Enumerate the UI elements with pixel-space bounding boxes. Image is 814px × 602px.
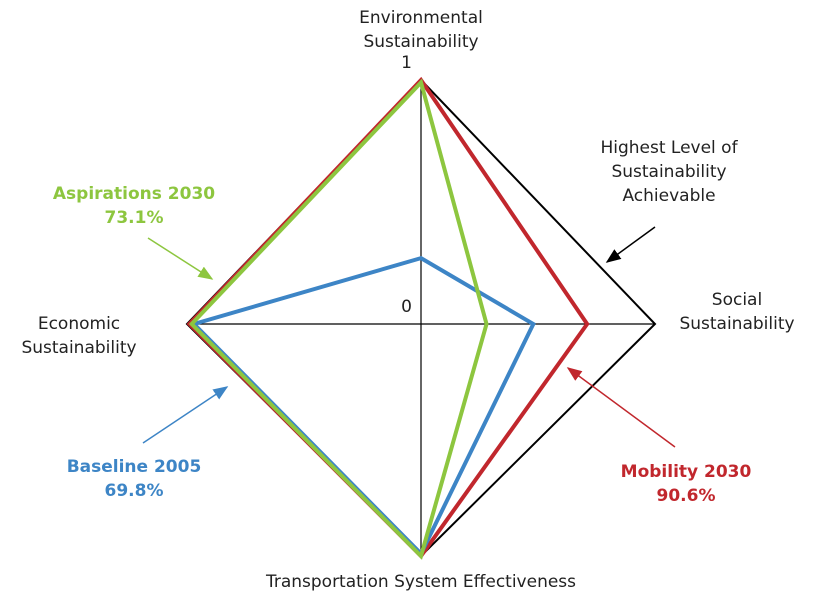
legend-label: Baseline 2005 69.8% <box>44 455 224 503</box>
series-name: Aspirations 2030 <box>52 184 216 204</box>
axis-label: Environmental Sustainability <box>359 8 483 52</box>
legend-label: Aspirations 2030 73.1% <box>44 182 224 230</box>
r-tick-label: 0 <box>401 297 412 317</box>
series-score: 73.1% <box>104 208 164 228</box>
arrow <box>605 226 656 263</box>
legend-label: Mobility 2030 90.6% <box>596 460 776 508</box>
series-polygon <box>188 78 489 560</box>
arrow <box>566 367 676 448</box>
series-polygon <box>186 76 590 560</box>
legend-label: Highest Level of Sustainability Achievab… <box>600 138 738 206</box>
r-tick-label: 1 <box>401 53 412 73</box>
axis-label: Economic Sustainability <box>21 314 137 358</box>
series-name: Baseline 2005 <box>66 457 202 477</box>
arrow <box>142 386 229 444</box>
arrow <box>147 237 214 280</box>
series-name: Mobility 2030 <box>620 462 752 482</box>
axis-label: Social Sustainability <box>679 290 795 334</box>
series-score: 90.6% <box>656 486 716 506</box>
series-score: 69.8% <box>104 481 164 501</box>
axis-label: Transportation System Effectiveness <box>265 572 577 592</box>
